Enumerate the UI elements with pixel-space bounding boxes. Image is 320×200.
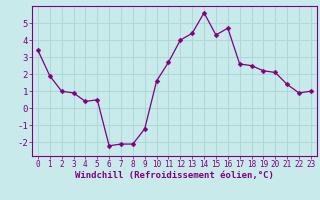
X-axis label: Windchill (Refroidissement éolien,°C): Windchill (Refroidissement éolien,°C): [75, 171, 274, 180]
